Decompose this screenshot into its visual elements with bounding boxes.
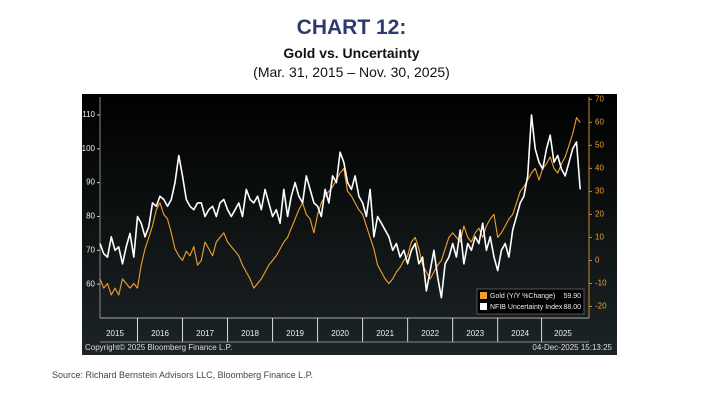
legend-value: 88.00 [563,304,581,311]
y2-tick-label: -20 [595,302,607,311]
x-tick-label: 2021 [376,329,394,338]
source-note: Source: Richard Bernstein Advisors LLC, … [52,370,313,380]
x-tick-label: 2016 [151,329,169,338]
y2-tick-label: 60 [595,117,604,126]
y2-tick-label: 40 [595,163,604,172]
x-tick-label: 2020 [331,329,349,338]
x-tick-label: 2019 [286,329,304,338]
timestamp: 04-Dec-2025 15:13:25 [532,343,612,352]
series-line [99,114,581,299]
legend-swatch [480,303,487,310]
y-tick-label: 110 [82,110,95,119]
copyright: Copyright© 2025 Bloomberg Finance L.P. [85,343,232,352]
x-tick-label: 2018 [241,329,259,338]
chart-label: CHART 12: [296,16,407,39]
x-tick-label: 2024 [511,329,529,338]
y2-tick-label: -10 [595,279,607,288]
legend-label: NFIB Uncertainty Index [490,304,563,311]
y-tick-label: 60 [86,279,95,288]
x-tick-label: 2015 [106,329,124,338]
y2-tick-label: 30 [595,186,604,195]
x-tick-label: 2017 [196,329,214,338]
x-tick-label: 2023 [466,329,484,338]
y2-tick-label: 70 [595,94,604,103]
y-tick-label: 100 [82,144,96,153]
series-line [99,117,581,296]
chart-title: Gold vs. Uncertainty [283,45,420,61]
y2-tick-label: 10 [595,233,604,242]
y-tick-label: 70 [86,245,95,254]
legend-swatch [480,292,487,299]
legend-box [476,288,585,315]
chart-background [82,94,617,355]
y-tick-label: 80 [86,212,95,221]
y2-tick-label: 20 [595,210,604,219]
legend-label: Gold (Y/Y %Change) [490,293,555,300]
legend-value: 59.90 [563,293,581,300]
x-tick-label: 2022 [421,329,439,338]
x-tick-label: 2025 [554,329,572,338]
y2-tick-label: 50 [595,140,604,149]
y2-tick-label: 0 [595,256,600,265]
y-tick-label: 90 [86,178,95,187]
chart-subtitle: (Mar. 31, 2015 – Nov. 30, 2025) [253,64,450,80]
